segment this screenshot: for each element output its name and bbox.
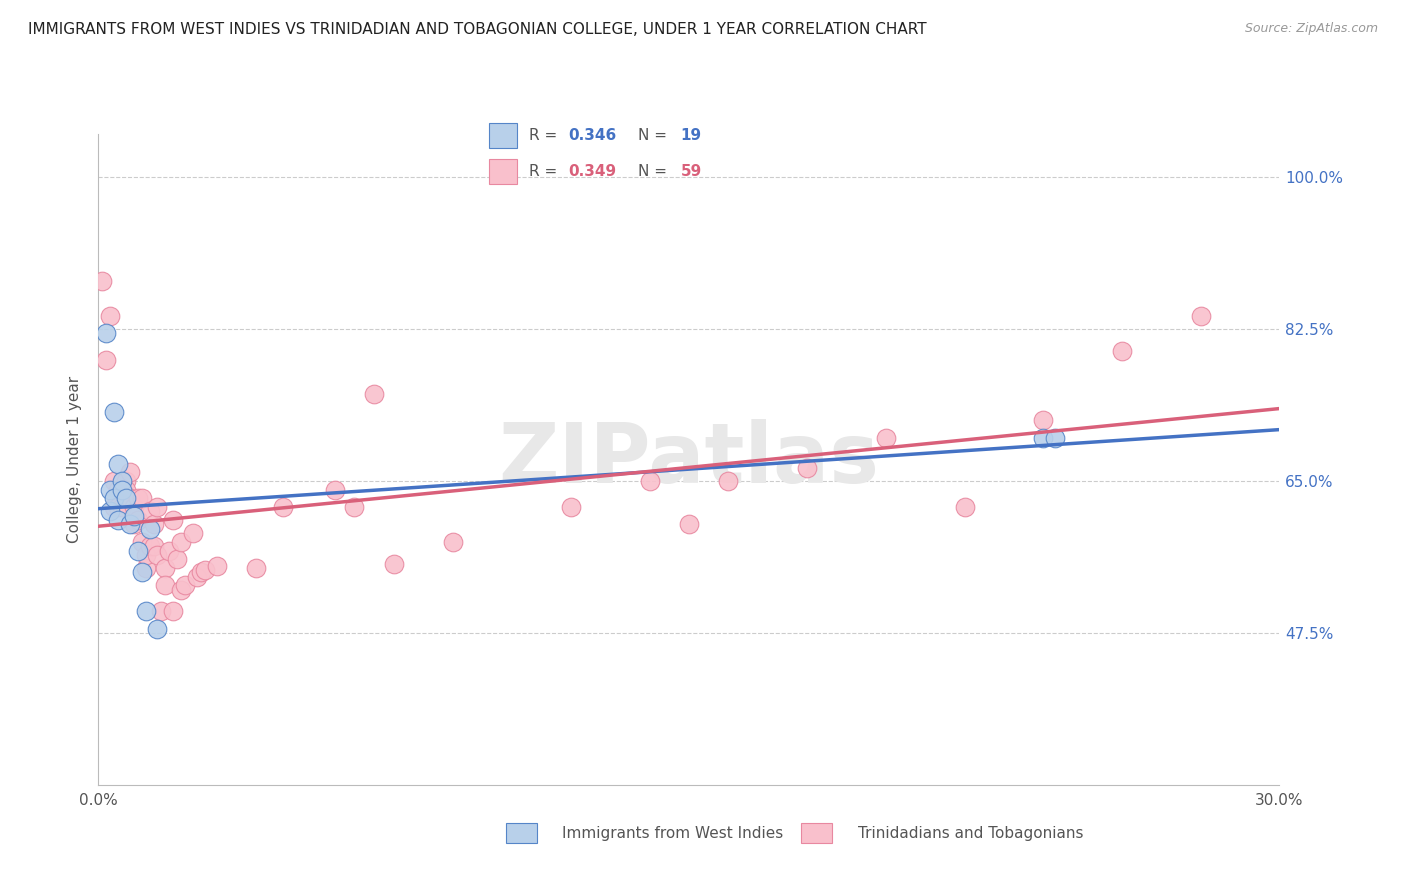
Text: IMMIGRANTS FROM WEST INDIES VS TRINIDADIAN AND TOBAGONIAN COLLEGE, UNDER 1 YEAR : IMMIGRANTS FROM WEST INDIES VS TRINIDADI… xyxy=(28,22,927,37)
Point xyxy=(194,563,217,577)
Text: N =: N = xyxy=(638,164,672,179)
Point xyxy=(875,431,897,445)
Point xyxy=(138,539,160,553)
Point xyxy=(155,561,177,575)
Point xyxy=(91,274,114,288)
Point xyxy=(441,534,464,549)
Point xyxy=(796,461,818,475)
Point xyxy=(115,491,138,506)
Point xyxy=(135,548,157,562)
Point xyxy=(170,582,193,597)
Point xyxy=(205,559,228,574)
Point xyxy=(98,309,121,323)
Point xyxy=(118,466,141,480)
Point xyxy=(138,504,160,518)
Point xyxy=(122,517,145,532)
Point xyxy=(118,517,141,532)
Text: 19: 19 xyxy=(681,128,702,143)
Point xyxy=(1032,431,1054,445)
Point xyxy=(115,483,138,497)
Point xyxy=(162,604,184,618)
Point xyxy=(127,513,149,527)
Text: R =: R = xyxy=(529,164,562,179)
Text: 0.346: 0.346 xyxy=(568,128,616,143)
Text: Immigrants from West Indies: Immigrants from West Indies xyxy=(562,826,783,840)
Point xyxy=(142,517,165,532)
Point xyxy=(190,566,212,580)
Point xyxy=(127,543,149,558)
Point xyxy=(150,604,173,618)
Point xyxy=(111,483,134,497)
Point xyxy=(953,500,976,515)
Point xyxy=(98,483,121,497)
Text: 59: 59 xyxy=(681,164,702,179)
Point xyxy=(186,569,208,583)
Text: N =: N = xyxy=(638,128,672,143)
Point xyxy=(96,326,118,341)
Point xyxy=(323,483,346,497)
Point xyxy=(638,474,661,488)
Point xyxy=(157,543,180,558)
Point xyxy=(135,561,157,575)
Point xyxy=(103,474,125,488)
Point xyxy=(111,474,134,488)
Point xyxy=(166,552,188,566)
Text: Trinidadians and Tobagonians: Trinidadians and Tobagonians xyxy=(858,826,1083,840)
Point xyxy=(103,491,125,506)
Point xyxy=(155,578,177,592)
Point xyxy=(131,491,153,506)
Text: 0.349: 0.349 xyxy=(568,164,616,179)
Y-axis label: College, Under 1 year: College, Under 1 year xyxy=(66,376,82,543)
Point xyxy=(678,517,700,532)
Point xyxy=(107,500,129,515)
Point xyxy=(96,352,118,367)
Point xyxy=(127,491,149,506)
FancyBboxPatch shape xyxy=(489,159,517,185)
Point xyxy=(135,604,157,618)
Point xyxy=(142,539,165,553)
Text: Source: ZipAtlas.com: Source: ZipAtlas.com xyxy=(1244,22,1378,36)
Point xyxy=(131,534,153,549)
Point xyxy=(162,513,184,527)
Point xyxy=(363,387,385,401)
Point xyxy=(170,534,193,549)
Point xyxy=(111,483,134,497)
Point xyxy=(245,561,267,575)
Text: ZIPatlas: ZIPatlas xyxy=(499,419,879,500)
Point xyxy=(103,500,125,515)
Point xyxy=(107,457,129,471)
Point xyxy=(146,622,169,636)
Point xyxy=(1111,343,1133,358)
Point xyxy=(1032,413,1054,427)
Text: R =: R = xyxy=(529,128,562,143)
Point xyxy=(343,500,366,515)
Point xyxy=(98,504,121,518)
Point xyxy=(122,508,145,523)
Point xyxy=(181,526,204,541)
Point xyxy=(1189,309,1212,323)
Point xyxy=(560,500,582,515)
Point xyxy=(111,500,134,515)
Point xyxy=(146,548,169,562)
Point xyxy=(146,500,169,515)
Point xyxy=(107,513,129,527)
Point xyxy=(107,483,129,497)
Point xyxy=(103,404,125,418)
Point xyxy=(131,566,153,580)
Point xyxy=(118,491,141,506)
Point xyxy=(174,578,197,592)
Point xyxy=(1043,431,1066,445)
Point xyxy=(122,500,145,515)
Point xyxy=(273,500,295,515)
Point xyxy=(382,557,405,571)
Point xyxy=(138,522,160,536)
Point xyxy=(115,474,138,488)
FancyBboxPatch shape xyxy=(489,123,517,148)
Point xyxy=(717,474,740,488)
